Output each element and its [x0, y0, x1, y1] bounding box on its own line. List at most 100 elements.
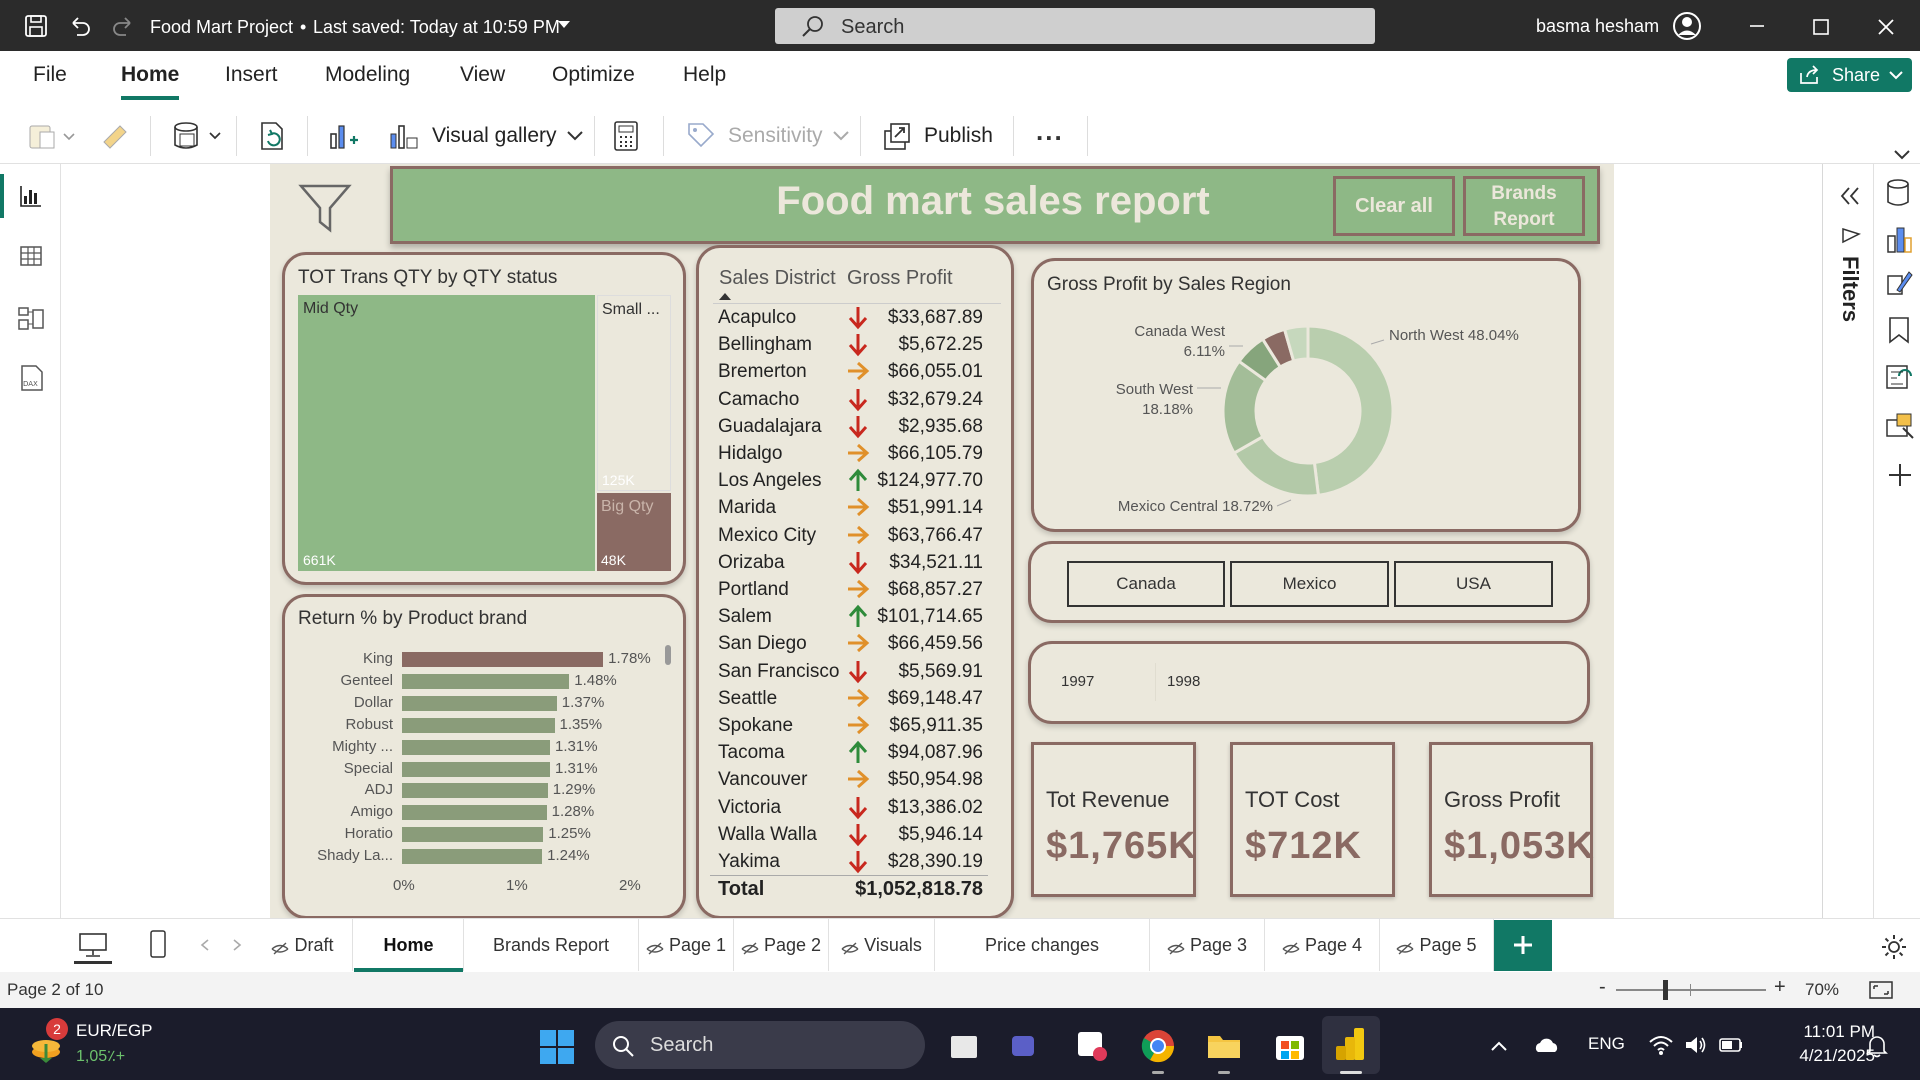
year-button-1998[interactable]: 1998: [1167, 673, 1201, 690]
bar-8[interactable]: [402, 827, 544, 843]
donut-slice-5[interactable]: [1282, 324, 1310, 363]
bar-2[interactable]: [402, 695, 557, 711]
bar-6[interactable]: [402, 783, 548, 799]
table-row[interactable]: Portland $68,857.27: [718, 576, 983, 603]
zoom-slider-thumb[interactable]: [1663, 980, 1668, 1000]
table-row[interactable]: Victoria $13,386.02: [718, 794, 983, 821]
table-row[interactable]: Hidalgo $66,105.79: [718, 440, 983, 467]
table-row[interactable]: Orizaba $34,521.11: [718, 549, 983, 576]
publish-button[interactable]: Publish: [882, 108, 993, 164]
zoom-slider-track[interactable]: [1616, 989, 1766, 991]
menu-home[interactable]: Home: [121, 63, 180, 86]
report-view-icon[interactable]: [19, 184, 43, 208]
treemap-tile-mid[interactable]: Mid Qty 661K: [298, 295, 595, 571]
page-tab-visuals[interactable]: Visuals: [829, 919, 935, 971]
page-tab-page-5[interactable]: Page 5: [1380, 919, 1494, 971]
chevron-down-icon[interactable]: [557, 20, 571, 30]
page-tab-home[interactable]: Home: [354, 919, 464, 972]
page-tab-page-1[interactable]: Page 1: [639, 919, 734, 971]
country-button-usa[interactable]: USA: [1394, 561, 1553, 607]
table-row[interactable]: San Diego $66,459.56: [718, 630, 983, 657]
menu-view[interactable]: View: [460, 63, 506, 86]
table-view-icon[interactable]: [19, 244, 43, 268]
year-button-1997[interactable]: 1997: [1051, 663, 1156, 701]
table-row[interactable]: Acapulco $33,687.89: [718, 304, 983, 331]
bar-1[interactable]: [402, 673, 570, 689]
taskbar-search[interactable]: Search: [595, 1021, 925, 1069]
table-row[interactable]: Seattle $69,148.47: [718, 685, 983, 712]
menu-modeling[interactable]: Modeling: [325, 63, 411, 86]
desktop-layout-icon[interactable]: [78, 932, 108, 958]
brands-report-button[interactable]: Brands Report: [1463, 176, 1585, 236]
settings-gear-icon[interactable]: [1880, 933, 1908, 961]
menu-optimize[interactable]: Optimize: [552, 63, 635, 86]
table-row[interactable]: Guadalajara $2,935.68: [718, 413, 983, 440]
page-tab-brands-report[interactable]: Brands Report: [464, 919, 639, 971]
page-tab-draft[interactable]: Draft: [253, 919, 353, 971]
sync-slicers-icon[interactable]: [1885, 362, 1915, 392]
country-button-canada[interactable]: Canada: [1067, 561, 1225, 607]
format-visual-icon[interactable]: [1885, 268, 1913, 298]
table-row[interactable]: Vancouver $50,954.98: [718, 766, 983, 793]
tabs-scroll-left-icon[interactable]: [200, 939, 210, 951]
maximize-icon[interactable]: [1812, 18, 1830, 36]
teams-app-icon[interactable]: [1008, 1030, 1040, 1062]
more-options-button[interactable]: ...: [1036, 116, 1064, 146]
filter-funnel-icon[interactable]: [298, 182, 352, 234]
table-row[interactable]: Walla Walla $5,946.14: [718, 821, 983, 848]
search-box[interactable]: Search: [775, 8, 1375, 44]
page-tab-page-4[interactable]: Page 4: [1265, 919, 1380, 971]
add-pane-icon[interactable]: [1887, 462, 1913, 488]
donut-slice-0[interactable]: [1306, 324, 1395, 498]
table-row[interactable]: Tacoma $94,087.96: [718, 739, 983, 766]
bar-5[interactable]: [402, 761, 551, 777]
undo-icon[interactable]: [68, 14, 92, 38]
wifi-icon[interactable]: [1648, 1034, 1674, 1056]
zoom-in-button[interactable]: +: [1774, 976, 1786, 998]
avatar-icon[interactable]: [1672, 11, 1702, 41]
calculator-icon[interactable]: [612, 120, 640, 152]
store-app-icon[interactable]: [1272, 1028, 1308, 1064]
volume-icon[interactable]: [1684, 1034, 1708, 1056]
clear-all-button[interactable]: Clear all: [1333, 176, 1455, 236]
format-painter-icon[interactable]: [100, 122, 130, 150]
close-icon[interactable]: [1877, 18, 1895, 36]
filters-pane-label[interactable]: Filters: [1838, 256, 1863, 323]
collapse-filters-icon[interactable]: [1839, 186, 1861, 206]
file-explorer-app-icon[interactable]: [948, 1030, 980, 1062]
dax-query-icon[interactable]: DAX: [17, 364, 45, 392]
add-page-button[interactable]: [1494, 920, 1552, 971]
minimize-icon[interactable]: [1748, 20, 1766, 32]
table-row[interactable]: Spokane $65,911.35: [718, 712, 983, 739]
currency-widget-icon[interactable]: [28, 1030, 64, 1064]
bar-3[interactable]: [402, 717, 555, 733]
bar-4[interactable]: [402, 739, 551, 755]
menu-file[interactable]: File: [33, 63, 67, 86]
new-visual-icon[interactable]: [328, 120, 360, 152]
data-pane-icon[interactable]: [1885, 178, 1911, 208]
page-tab-page-2[interactable]: Page 2: [734, 919, 829, 971]
menu-insert[interactable]: Insert: [225, 63, 278, 86]
selection-pane-icon[interactable]: [1885, 412, 1915, 442]
notification-bell-icon[interactable]: [1866, 1034, 1888, 1058]
model-view-icon[interactable]: [17, 304, 45, 332]
fit-to-page-icon[interactable]: [1868, 980, 1894, 1000]
battery-icon[interactable]: [1718, 1036, 1744, 1054]
table-row[interactable]: Bremerton $66,055.01: [718, 358, 983, 385]
get-data-icon[interactable]: [172, 121, 224, 151]
chevron-down-icon[interactable]: [1894, 150, 1910, 160]
table-row[interactable]: Yakima $28,390.19: [718, 848, 983, 875]
table-row[interactable]: Camacho $32,679.24: [718, 386, 983, 413]
bar-9[interactable]: [402, 849, 543, 865]
build-visual-icon[interactable]: [1885, 224, 1913, 254]
sensitivity-button[interactable]: Sensitivity: [686, 108, 849, 164]
table-row[interactable]: Bellingham $5,672.25: [718, 331, 983, 358]
tabs-scroll-right-icon[interactable]: [232, 939, 242, 951]
table-header-profit[interactable]: Gross Profit: [847, 267, 953, 289]
refresh-icon[interactable]: [258, 121, 288, 151]
zoom-out-button[interactable]: -: [1599, 976, 1606, 998]
page-tab-page-3[interactable]: Page 3: [1150, 919, 1265, 971]
bookmarks-icon[interactable]: [1887, 316, 1911, 344]
treemap-tile-big[interactable]: Big Qty 48K: [597, 493, 671, 571]
treemap-tile-small[interactable]: Small ... 125K: [597, 295, 671, 491]
